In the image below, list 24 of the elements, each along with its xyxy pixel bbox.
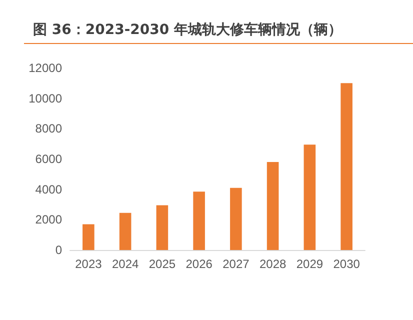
x-tick-label: 2028 (259, 257, 286, 271)
bar (119, 212, 132, 250)
x-tick-label: 2024 (112, 257, 139, 271)
y-tick-label: 6000 (35, 152, 62, 166)
y-tick-label: 0 (55, 243, 62, 257)
x-tick-label: 2029 (296, 257, 324, 271)
y-tick-label: 8000 (35, 122, 62, 136)
bar (340, 83, 352, 250)
y-tick-label: 12000 (28, 61, 62, 75)
y-tick-label: 10000 (28, 91, 62, 106)
bar (193, 192, 205, 250)
y-tick-label: 4000 (35, 182, 62, 196)
bar (156, 205, 168, 250)
chart-title: 图 36：2023-2030 年城轨大修车辆情况（辆） (33, 21, 342, 38)
bar (82, 224, 94, 250)
x-tick-label: 2027 (222, 257, 250, 271)
bar (230, 188, 242, 250)
y-tick-label: 2000 (35, 212, 62, 227)
x-tick-label: 2030 (333, 257, 360, 271)
bar (304, 144, 316, 250)
x-tick-label: 2025 (148, 257, 176, 271)
x-tick-label: 2026 (186, 257, 213, 271)
bar (266, 162, 279, 250)
x-tick-label: 2023 (75, 257, 102, 271)
